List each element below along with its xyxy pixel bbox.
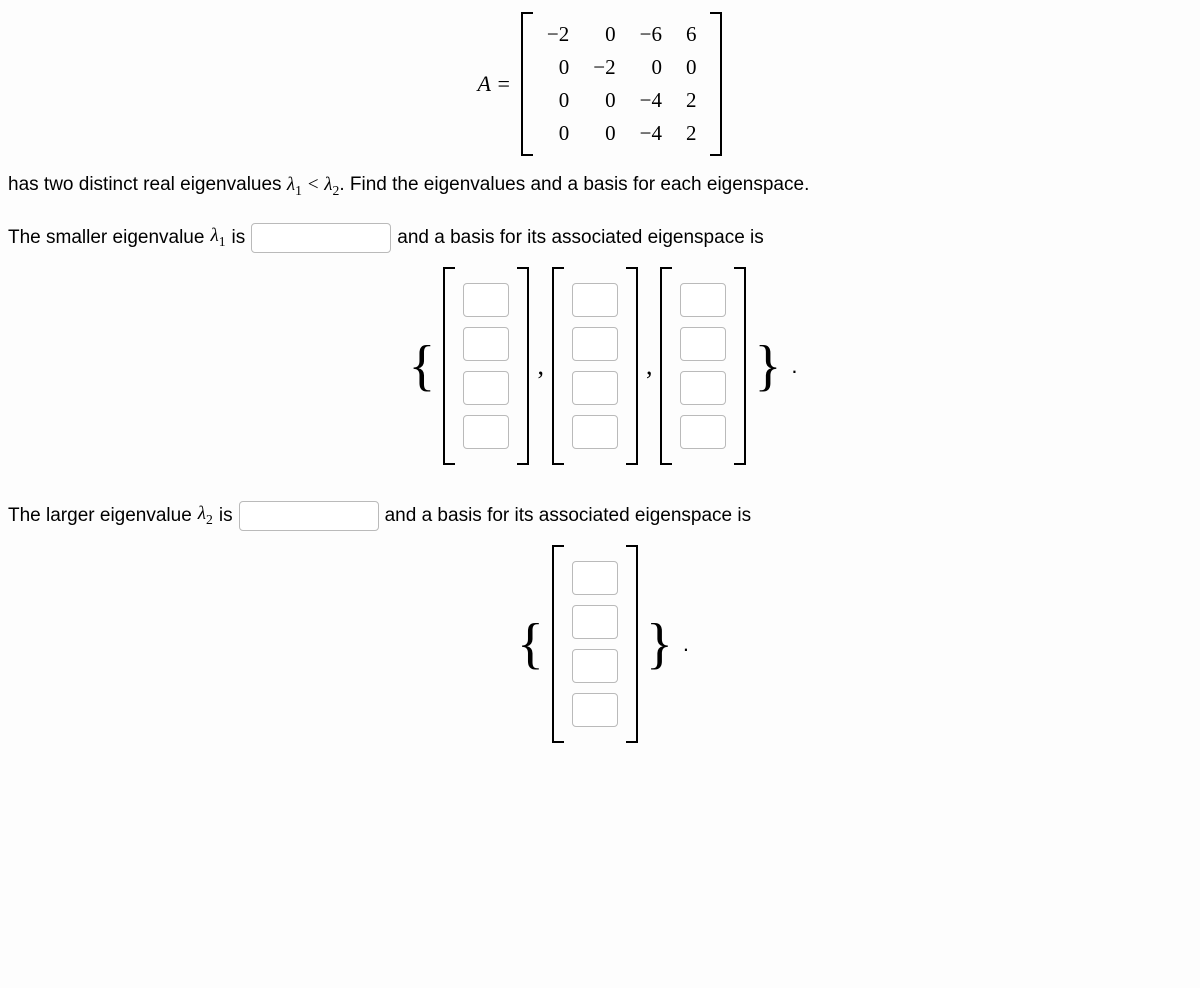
q1-row: The smaller eigenvalue λ1 is and a basis… [8,223,1192,253]
bracket-right [626,545,638,743]
lambda1: λ1 [210,225,225,250]
basis1-vec1-entry[interactable] [463,371,509,405]
basis2-vec1-entry[interactable] [572,561,618,595]
bracket-right [517,267,529,465]
basis1-vec1-entry[interactable] [463,283,509,317]
matrix-cell: 0 [628,51,674,84]
right-brace: } [748,338,787,394]
matrix-cell: 6 [674,18,709,51]
basis2-vec1-entry[interactable] [572,649,618,683]
set-comma: , [531,351,550,381]
matrix-cell: −4 [628,84,674,117]
q2-row: The larger eigenvalue λ2 is and a basis … [8,501,1192,531]
matrix-cell: −6 [628,18,674,51]
sub: 1 [219,234,226,249]
matrix-cell: −2 [535,18,581,51]
basis1-vec2-entry[interactable] [572,327,618,361]
set-comma: , [640,351,659,381]
q2-pre: The larger eigenvalue [8,505,192,527]
q1-pre: The smaller eigenvalue [8,227,204,249]
bracket-right [626,267,638,465]
basis1-vec2-entry[interactable] [572,415,618,449]
matrix-equation: A = −20−660−20000−4200−42 [8,12,1192,156]
bracket-right [710,12,722,156]
eigenspace2-basis: {}. [8,545,1192,743]
matrix-cell: 0 [535,51,581,84]
basis1-vec2-entry[interactable] [572,283,618,317]
right-brace: } [640,616,679,672]
matrix-cell: 0 [581,117,627,150]
matrix-A: −20−660−20000−4200−42 [521,12,723,156]
sym: λ [198,503,206,524]
lambda2-input[interactable] [239,501,379,531]
matrix-cell: 0 [535,84,581,117]
basis2-vec1-entry[interactable] [572,693,618,727]
matrix-cell: 0 [674,51,709,84]
matrix-label: A = [478,71,511,97]
matrix-cell: 0 [581,84,627,117]
lambda1-sym: λ [287,174,295,195]
basis1-vec3 [660,267,746,465]
matrix-grid: −20−660−20000−4200−42 [535,18,709,150]
basis1-vec3-entry[interactable] [680,283,726,317]
bracket-left [443,267,455,465]
bracket-right [734,267,746,465]
basis1-vec2 [552,267,638,465]
bracket-left [552,545,564,743]
period: . [787,353,797,379]
basis1-vec3-entry[interactable] [680,327,726,361]
matrix-cell: 0 [535,117,581,150]
basis2-vec1-entry[interactable] [572,605,618,639]
basis1-vec1 [443,267,529,465]
lambda2: λ2 [198,503,213,528]
basis2-vec1 [552,545,638,743]
matrix-cell: 0 [581,18,627,51]
matrix-cell: 2 [674,84,709,117]
sub: 2 [206,512,213,527]
problem-statement: has two distinct real eigenvalues λ1 < λ… [8,174,1192,199]
left-brace: { [511,616,550,672]
vector-stack [572,561,618,727]
period: . [679,631,689,657]
q1-post: and a basis for its associated eigenspac… [397,227,764,249]
q1-mid: is [232,227,246,249]
q2-post: and a basis for its associated eigenspac… [385,505,752,527]
matrix-cell: 2 [674,117,709,150]
eigenspace1-basis: {,,}. [8,267,1192,465]
basis1-vec2-entry[interactable] [572,371,618,405]
less-than: < [302,174,324,195]
bracket-left [660,267,672,465]
q2-mid: is [219,505,233,527]
sym: λ [210,225,218,246]
basis1-vec3-entry[interactable] [680,371,726,405]
vector-stack [680,283,726,449]
matrix-cell: −4 [628,117,674,150]
lambda1-input[interactable] [251,223,391,253]
basis1-vec1-entry[interactable] [463,415,509,449]
text: has two distinct real eigenvalues [8,174,287,195]
left-brace: { [403,338,442,394]
vector-stack [463,283,509,449]
matrix-cell: −2 [581,51,627,84]
text: . Find the eigenvalues and a basis for e… [339,174,809,195]
lambda1-sub: 1 [295,183,302,198]
bracket-left [552,267,564,465]
bracket-left [521,12,533,156]
vector-stack [572,283,618,449]
basis1-vec1-entry[interactable] [463,327,509,361]
basis1-vec3-entry[interactable] [680,415,726,449]
